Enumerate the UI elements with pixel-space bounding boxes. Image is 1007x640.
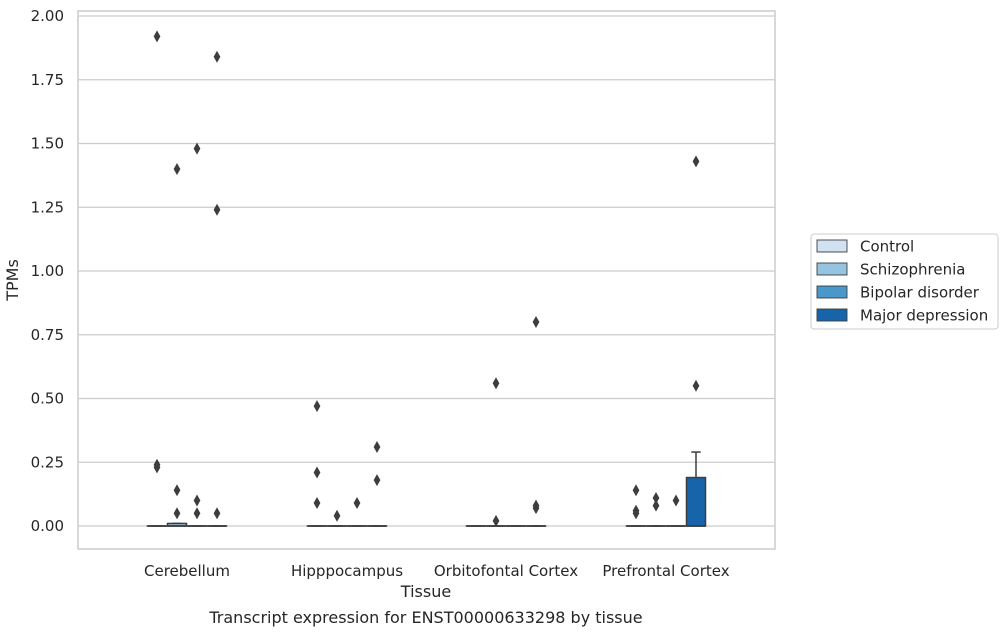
outlier-point <box>374 474 381 486</box>
x-axis-label: Tissue <box>400 582 451 601</box>
y-tick-label: 2.00 <box>31 7 64 25</box>
outlier-point <box>174 163 181 175</box>
legend-swatch <box>817 263 847 275</box>
y-axis-label: TPMs <box>3 259 22 302</box>
outlier-point <box>154 30 161 42</box>
outliers <box>154 30 700 527</box>
y-tick-label: 0.25 <box>31 453 64 471</box>
y-tick-label: 0.00 <box>31 517 64 535</box>
outlier-point <box>673 495 680 507</box>
legend-swatch <box>817 240 847 252</box>
x-tick-labels: Cerebellum Hipppocampus Orbitofontal Corte… <box>144 562 730 580</box>
outlier-point <box>214 51 221 63</box>
plot-frame <box>78 11 775 549</box>
outlier-point <box>693 155 700 167</box>
y-tick-label: 1.50 <box>31 135 64 153</box>
outlier-point <box>693 380 700 392</box>
boxes <box>148 452 706 526</box>
legend-label: Control <box>860 238 914 256</box>
outlier-point <box>214 204 221 216</box>
y-tick-label: 1.00 <box>31 262 64 280</box>
outlier-point <box>334 510 341 522</box>
outlier-point <box>374 441 381 453</box>
x-tick-label: Orbitofontal Cortex <box>434 562 578 580</box>
outlier-point <box>194 143 201 155</box>
y-tick-label: 1.75 <box>31 71 64 89</box>
x-tick-label: Prefrontal Cortex <box>602 562 729 580</box>
legend-label: Schizophrenia <box>860 261 965 279</box>
box-body <box>687 478 706 526</box>
legend-label: Bipolar disorder <box>860 284 980 302</box>
legend-swatch <box>817 286 847 298</box>
outlier-point <box>194 507 201 519</box>
outlier-point <box>493 377 500 389</box>
outlier-point <box>174 507 181 519</box>
box-major-depression <box>687 452 706 526</box>
outlier-point <box>354 497 361 509</box>
outlier-point <box>314 466 321 478</box>
outlier-point <box>194 495 201 507</box>
y-tick-labels: 0.00 0.25 0.50 0.75 1.00 1.25 1.50 1.75 2.00 <box>31 7 64 535</box>
outlier-point <box>653 500 660 512</box>
outlier-point <box>214 507 221 519</box>
box-schizophrenia <box>168 523 187 526</box>
x-tick-label: Hipppocampus <box>291 562 403 580</box>
chart-caption: Transcript expression for ENST0000063329… <box>208 608 642 627</box>
outlier-point <box>314 497 321 509</box>
y-tick-label: 1.25 <box>31 198 64 216</box>
outlier-point <box>533 316 540 328</box>
legend: Control Schizophrenia Bipolar disorder Majo… <box>811 234 998 329</box>
grid-lines <box>78 16 775 526</box>
outlier-point <box>174 484 181 496</box>
legend-swatch <box>817 309 847 321</box>
x-tick-label: Cerebellum <box>144 562 230 580</box>
outlier-point <box>314 400 321 412</box>
outlier-point <box>633 484 640 496</box>
legend-label: Major depression <box>860 307 988 325</box>
y-tick-label: 0.75 <box>31 326 64 344</box>
y-tick-label: 0.50 <box>31 390 64 408</box>
